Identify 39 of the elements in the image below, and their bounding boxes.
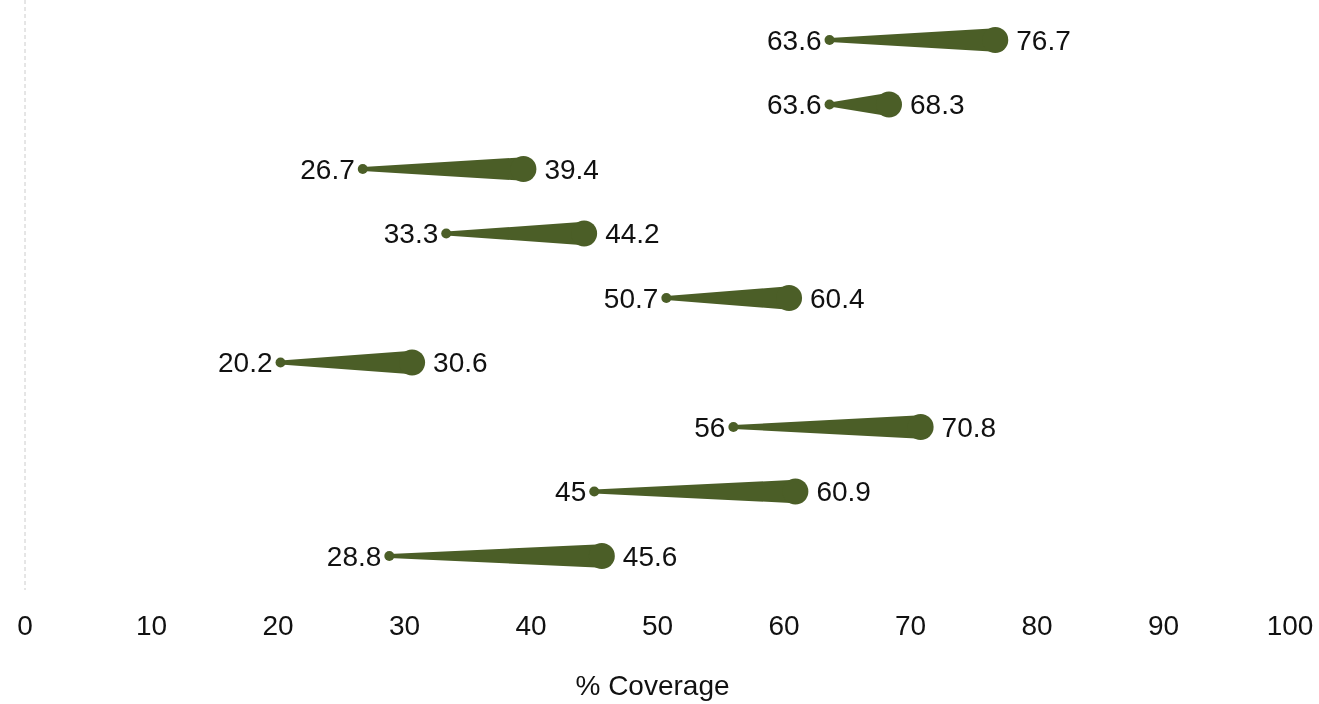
data-label: 39.4 (544, 153, 599, 185)
data-label: 45 (555, 476, 587, 508)
point (275, 357, 286, 368)
x-tick-label: 50 (641, 609, 674, 641)
point (357, 164, 368, 174)
x-tick-label: 20 (262, 609, 294, 641)
point (384, 551, 395, 561)
x-tick-label: 100 (1266, 609, 1314, 641)
point (441, 228, 452, 239)
data-label: 56 (694, 411, 726, 443)
data-label: 44.2 (605, 218, 660, 250)
point (824, 35, 835, 45)
x-tick-label: 10 (135, 609, 168, 641)
data-label: 26.7 (300, 153, 355, 185)
data-label: 60.9 (816, 476, 871, 508)
data-label: 45.6 (622, 540, 678, 572)
data-label: 50.7 (603, 282, 659, 314)
x-tick-label: 60 (768, 609, 800, 641)
data-label: 68.3 (909, 89, 965, 121)
data-label: 30.6 (433, 347, 488, 379)
data-label: 63.6 (767, 24, 822, 56)
point (728, 422, 739, 432)
data-label: 28.8 (326, 540, 382, 572)
x-tick-label: 90 (1147, 609, 1180, 641)
point (661, 293, 672, 303)
data-label: 33.3 (383, 218, 439, 250)
x-tick-label: 70 (894, 609, 927, 641)
data-label: 76.7 (1016, 24, 1071, 56)
x-tick-label: 0 (17, 609, 33, 641)
point (824, 99, 835, 110)
data-label: 70.8 (941, 411, 997, 443)
x-tick-label: 80 (1021, 609, 1053, 641)
x-axis-title: % Coverage (575, 669, 730, 701)
data-label: 60.4 (810, 282, 865, 314)
point (589, 486, 600, 497)
x-tick-label: 40 (515, 609, 547, 641)
x-tick-label: 30 (388, 609, 421, 641)
data-label: 20.2 (218, 347, 273, 379)
data-label: 63.6 (767, 89, 822, 121)
